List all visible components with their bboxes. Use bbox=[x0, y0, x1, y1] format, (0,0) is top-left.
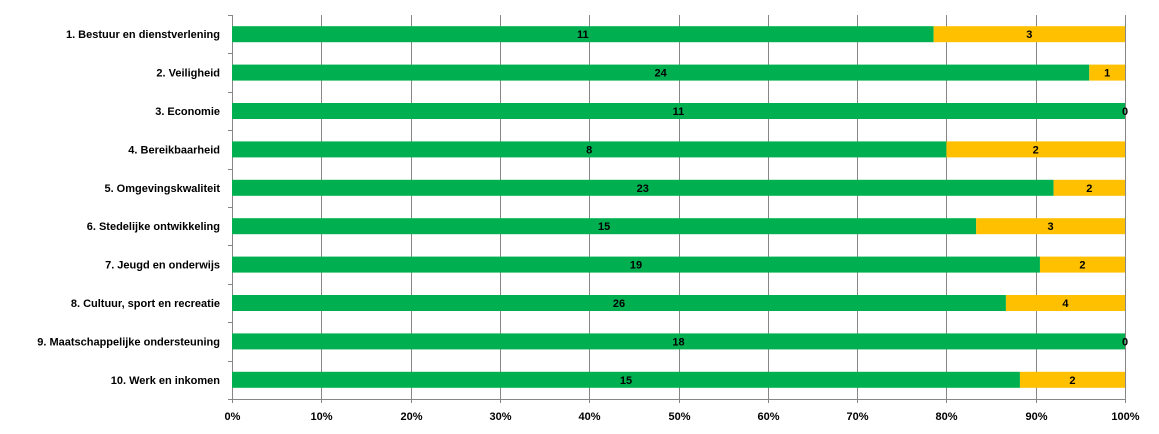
bar-segment-green bbox=[232, 64, 1090, 81]
data-label: 2 bbox=[1086, 183, 1092, 195]
data-label: 0 bbox=[1122, 106, 1128, 118]
data-label: 24 bbox=[655, 68, 668, 80]
x-tick-label: 10% bbox=[310, 411, 332, 423]
bar-segment-yellow bbox=[1039, 256, 1125, 273]
bar-segment-green bbox=[232, 295, 1006, 311]
category-label: 7. Jeugd en onderwijs bbox=[105, 260, 220, 272]
bar-segment-green bbox=[232, 103, 1125, 119]
data-label: 2 bbox=[1079, 260, 1085, 272]
x-tick-label: 0% bbox=[225, 411, 241, 423]
data-label: 23 bbox=[637, 183, 649, 195]
x-tick-label: 20% bbox=[400, 411, 422, 423]
x-tick-label: 100% bbox=[1111, 411, 1139, 423]
data-label: 3 bbox=[1048, 221, 1054, 233]
bar-segment-green bbox=[232, 179, 1054, 196]
x-tick-label: 40% bbox=[578, 411, 600, 423]
bar-segment-green bbox=[232, 371, 1020, 388]
category-label: 8. Cultuur, sport en recreatie bbox=[71, 298, 220, 310]
data-label: 2 bbox=[1033, 144, 1039, 156]
data-label: 15 bbox=[598, 221, 610, 233]
bar-segment-yellow bbox=[946, 141, 1125, 158]
bars bbox=[232, 26, 1125, 388]
bar-segment-green bbox=[232, 333, 1125, 350]
bar-segment-yellow bbox=[1053, 179, 1125, 196]
data-label: 1 bbox=[1104, 68, 1110, 80]
data-label: 18 bbox=[672, 336, 684, 348]
bar-segment-green bbox=[232, 218, 977, 235]
bar-segment-yellow bbox=[933, 26, 1125, 43]
bar-segment-yellow bbox=[976, 218, 1125, 235]
data-label: 3 bbox=[1026, 29, 1032, 41]
bar-segment-green bbox=[232, 141, 947, 158]
category-label: 2. Veiligheid bbox=[156, 68, 220, 80]
data-label: 8 bbox=[586, 144, 592, 156]
data-label: 2 bbox=[1069, 375, 1075, 387]
x-tick-label: 60% bbox=[757, 411, 779, 423]
category-label: 9. Maatschappelijke ondersteuning bbox=[37, 336, 220, 348]
x-tick-label: 80% bbox=[935, 411, 957, 423]
data-label: 26 bbox=[613, 298, 625, 310]
data-label: 11 bbox=[577, 29, 589, 41]
category-label: 4. Bereikbaarheid bbox=[128, 144, 220, 156]
bar-segment-yellow bbox=[1089, 64, 1125, 81]
category-label: 1. Bestuur en dienstverlening bbox=[66, 29, 220, 41]
data-label: 0 bbox=[1122, 336, 1128, 348]
data-label: 4 bbox=[1062, 298, 1069, 310]
bar-segment-green bbox=[232, 26, 934, 43]
x-tick-label: 30% bbox=[489, 411, 511, 423]
bar-segment-green bbox=[232, 256, 1040, 273]
x-tick-label: 50% bbox=[668, 411, 690, 423]
data-label: 15 bbox=[620, 375, 632, 387]
category-label: 5. Omgevingskwaliteit bbox=[104, 183, 220, 195]
category-label: 6. Stedelijke ontwikkeling bbox=[87, 221, 220, 233]
data-label: 19 bbox=[630, 260, 642, 272]
x-tick-label: 90% bbox=[1025, 411, 1047, 423]
bar-segment-yellow bbox=[1005, 295, 1125, 311]
bar-segment-yellow bbox=[1019, 371, 1125, 388]
category-label: 3. Economie bbox=[155, 106, 220, 118]
data-label: 11 bbox=[673, 106, 685, 118]
x-tick-label: 70% bbox=[846, 411, 868, 423]
category-label: 10. Werk en inkomen bbox=[111, 375, 221, 387]
labels: 0% 10% 20% 30% 40% 50% 60% 70% 80% 90% 100% 1. Best… bbox=[37, 29, 1140, 423]
